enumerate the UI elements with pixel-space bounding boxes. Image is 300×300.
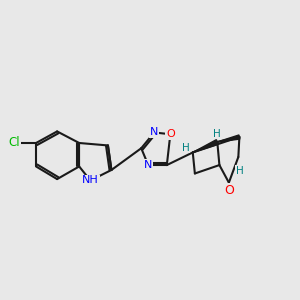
Text: O: O [224,184,234,197]
Text: N: N [150,128,158,137]
Text: H: H [213,128,220,139]
Text: O: O [166,129,175,139]
Text: N: N [144,160,152,170]
Polygon shape [193,140,218,152]
Polygon shape [217,135,240,142]
Text: H: H [182,142,190,152]
Text: H: H [236,166,243,176]
Text: NH: NH [82,176,99,185]
Text: Cl: Cl [8,136,20,149]
